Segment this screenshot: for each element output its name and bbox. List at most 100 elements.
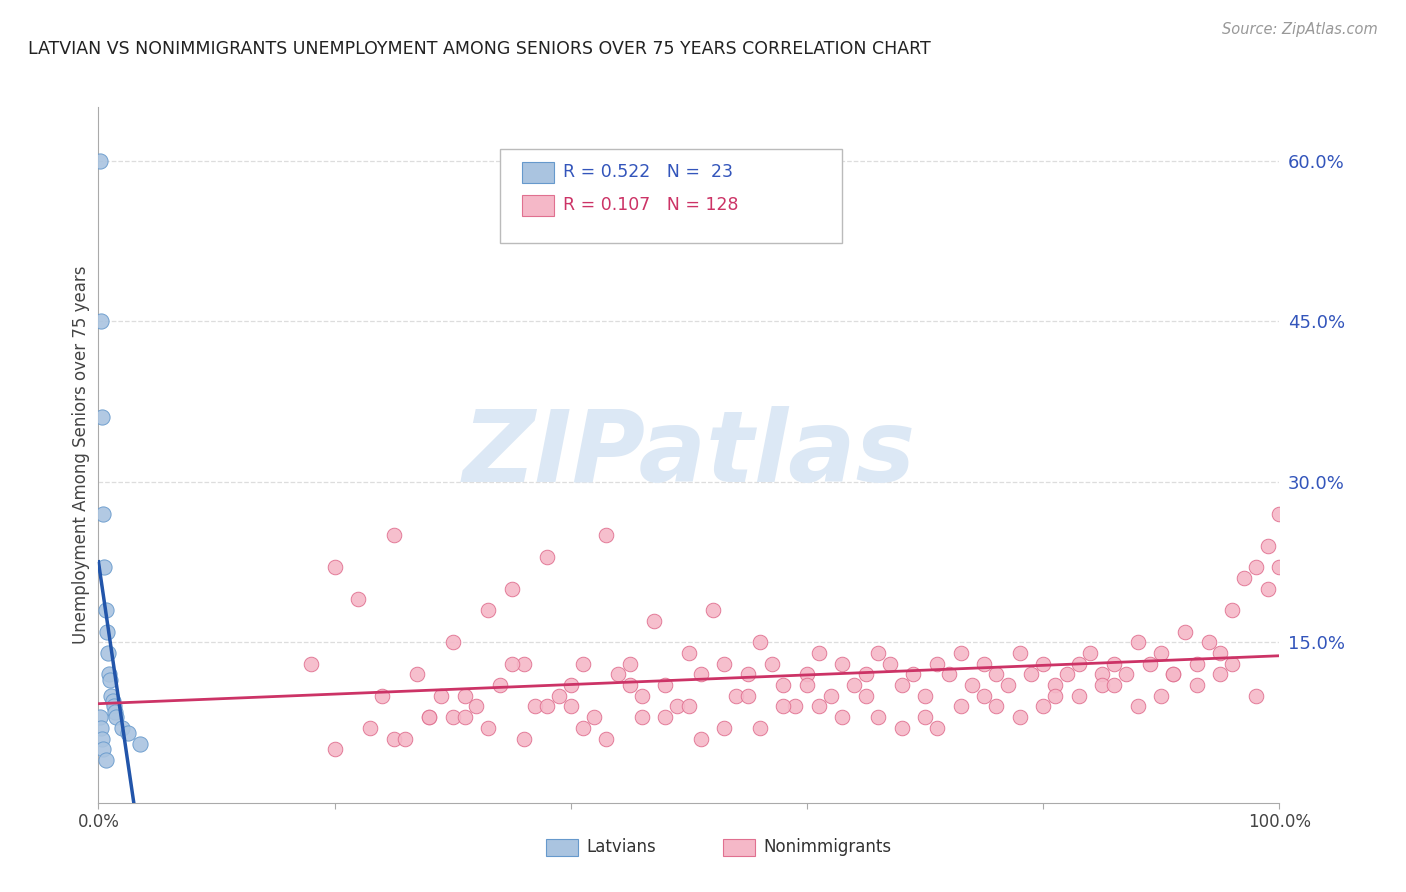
Y-axis label: Unemployment Among Seniors over 75 years: Unemployment Among Seniors over 75 years <box>72 266 90 644</box>
Point <box>1032 699 1054 714</box>
Point <box>524 699 547 714</box>
Point <box>91 731 114 746</box>
Point <box>1115 667 1137 681</box>
Point <box>772 678 794 692</box>
Point <box>866 646 889 660</box>
Point <box>748 721 770 735</box>
Point <box>737 689 759 703</box>
Point <box>925 721 948 735</box>
Point <box>465 699 488 714</box>
Point <box>1067 657 1090 671</box>
Point <box>1209 646 1232 660</box>
Point <box>89 710 111 724</box>
Point <box>371 689 394 703</box>
Point <box>1185 678 1208 692</box>
Point <box>94 753 117 767</box>
Point <box>807 646 830 660</box>
Point <box>382 528 405 542</box>
Point <box>1091 667 1114 681</box>
FancyBboxPatch shape <box>523 162 554 183</box>
Point <box>689 731 711 746</box>
Point <box>91 410 114 425</box>
Point <box>1198 635 1220 649</box>
Point <box>654 678 676 692</box>
Point <box>299 657 322 671</box>
Point <box>890 721 912 735</box>
Point <box>117 726 139 740</box>
Point <box>678 699 700 714</box>
Point <box>725 689 748 703</box>
Point <box>347 592 370 607</box>
Point <box>643 614 665 628</box>
Point <box>91 507 114 521</box>
Point <box>1220 657 1243 671</box>
Point <box>323 560 346 574</box>
Point <box>1139 657 1161 671</box>
Point <box>1126 635 1149 649</box>
Point <box>1102 678 1125 692</box>
Point <box>418 710 440 724</box>
FancyBboxPatch shape <box>501 149 842 243</box>
FancyBboxPatch shape <box>723 839 755 855</box>
Point <box>512 657 534 671</box>
Point <box>501 657 523 671</box>
Point <box>571 657 593 671</box>
Point <box>1209 667 1232 681</box>
Point <box>855 667 877 681</box>
Point <box>748 635 770 649</box>
Point <box>914 689 936 703</box>
Point <box>1161 667 1184 681</box>
Point <box>844 678 866 692</box>
Point <box>430 689 453 703</box>
Point <box>1043 678 1066 692</box>
Point <box>949 646 972 660</box>
Point <box>807 699 830 714</box>
Point <box>489 678 512 692</box>
Point <box>689 667 711 681</box>
Point <box>477 603 499 617</box>
Point <box>560 699 582 714</box>
Point <box>855 689 877 703</box>
Point <box>831 710 853 724</box>
Point <box>630 710 652 724</box>
Point <box>630 689 652 703</box>
Text: Latvians: Latvians <box>586 838 657 856</box>
Point <box>962 678 984 692</box>
Point <box>654 710 676 724</box>
Point <box>101 694 124 708</box>
Text: R = 0.522   N =  23: R = 0.522 N = 23 <box>562 163 733 181</box>
Point <box>595 528 617 542</box>
Point <box>89 153 111 168</box>
Point <box>678 646 700 660</box>
Point <box>1257 582 1279 596</box>
Point <box>1174 624 1197 639</box>
Point <box>702 603 724 617</box>
Point <box>984 699 1007 714</box>
Point <box>796 667 818 681</box>
Point <box>104 705 127 719</box>
Point <box>94 603 117 617</box>
Text: Nonimmigrants: Nonimmigrants <box>763 838 891 856</box>
Text: R = 0.107   N = 128: R = 0.107 N = 128 <box>562 196 738 214</box>
Point <box>418 710 440 724</box>
Point <box>713 721 735 735</box>
Point <box>1185 657 1208 671</box>
Point <box>536 699 558 714</box>
Point <box>1102 657 1125 671</box>
Point <box>394 731 416 746</box>
Point <box>103 699 125 714</box>
Point <box>607 667 630 681</box>
Point <box>453 710 475 724</box>
Point <box>997 678 1019 692</box>
Point <box>1008 646 1031 660</box>
Point <box>973 689 995 703</box>
Point <box>1056 667 1078 681</box>
Point <box>98 673 121 687</box>
Point <box>90 314 112 328</box>
Point <box>1021 667 1043 681</box>
Point <box>1150 646 1173 660</box>
Point <box>560 678 582 692</box>
Point <box>761 657 783 671</box>
Point <box>1244 560 1267 574</box>
Point <box>831 657 853 671</box>
